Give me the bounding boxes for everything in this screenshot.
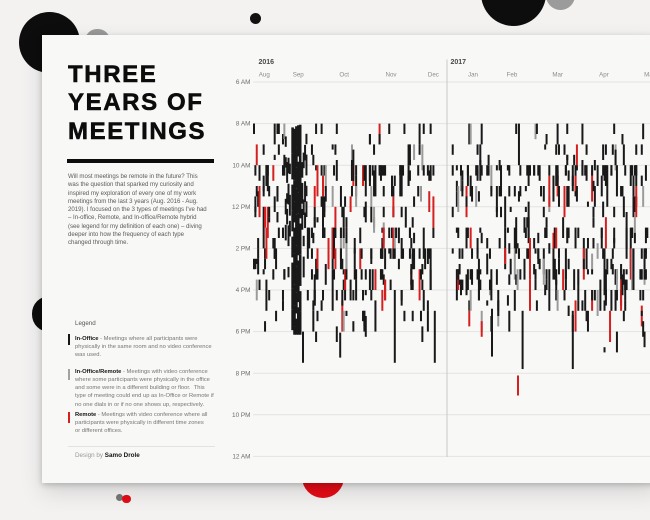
svg-text:12 PM: 12 PM — [232, 204, 250, 211]
svg-text:10 PM: 10 PM — [232, 412, 250, 419]
svg-text:Oct: Oct — [339, 72, 349, 79]
svg-text:10 AM: 10 AM — [232, 162, 250, 169]
svg-text:Nov: Nov — [385, 72, 397, 79]
svg-text:Feb: Feb — [507, 72, 518, 79]
svg-text:May: May — [644, 72, 650, 79]
svg-text:2016: 2016 — [259, 59, 275, 66]
svg-text:Aug: Aug — [259, 72, 271, 79]
svg-text:6 PM: 6 PM — [236, 329, 251, 336]
svg-text:4 PM: 4 PM — [236, 287, 251, 294]
svg-text:8 AM: 8 AM — [236, 121, 251, 128]
svg-text:Sep: Sep — [293, 72, 305, 79]
svg-text:Dec: Dec — [428, 72, 439, 79]
svg-text:2 PM: 2 PM — [236, 246, 251, 253]
svg-text:12 AM: 12 AM — [232, 454, 250, 461]
svg-text:2017: 2017 — [451, 59, 467, 66]
svg-text:8 PM: 8 PM — [236, 370, 251, 377]
svg-text:Jan: Jan — [468, 72, 479, 79]
svg-text:6 AM: 6 AM — [236, 79, 251, 86]
svg-text:Mar: Mar — [552, 72, 563, 79]
svg-text:Apr: Apr — [599, 72, 609, 79]
